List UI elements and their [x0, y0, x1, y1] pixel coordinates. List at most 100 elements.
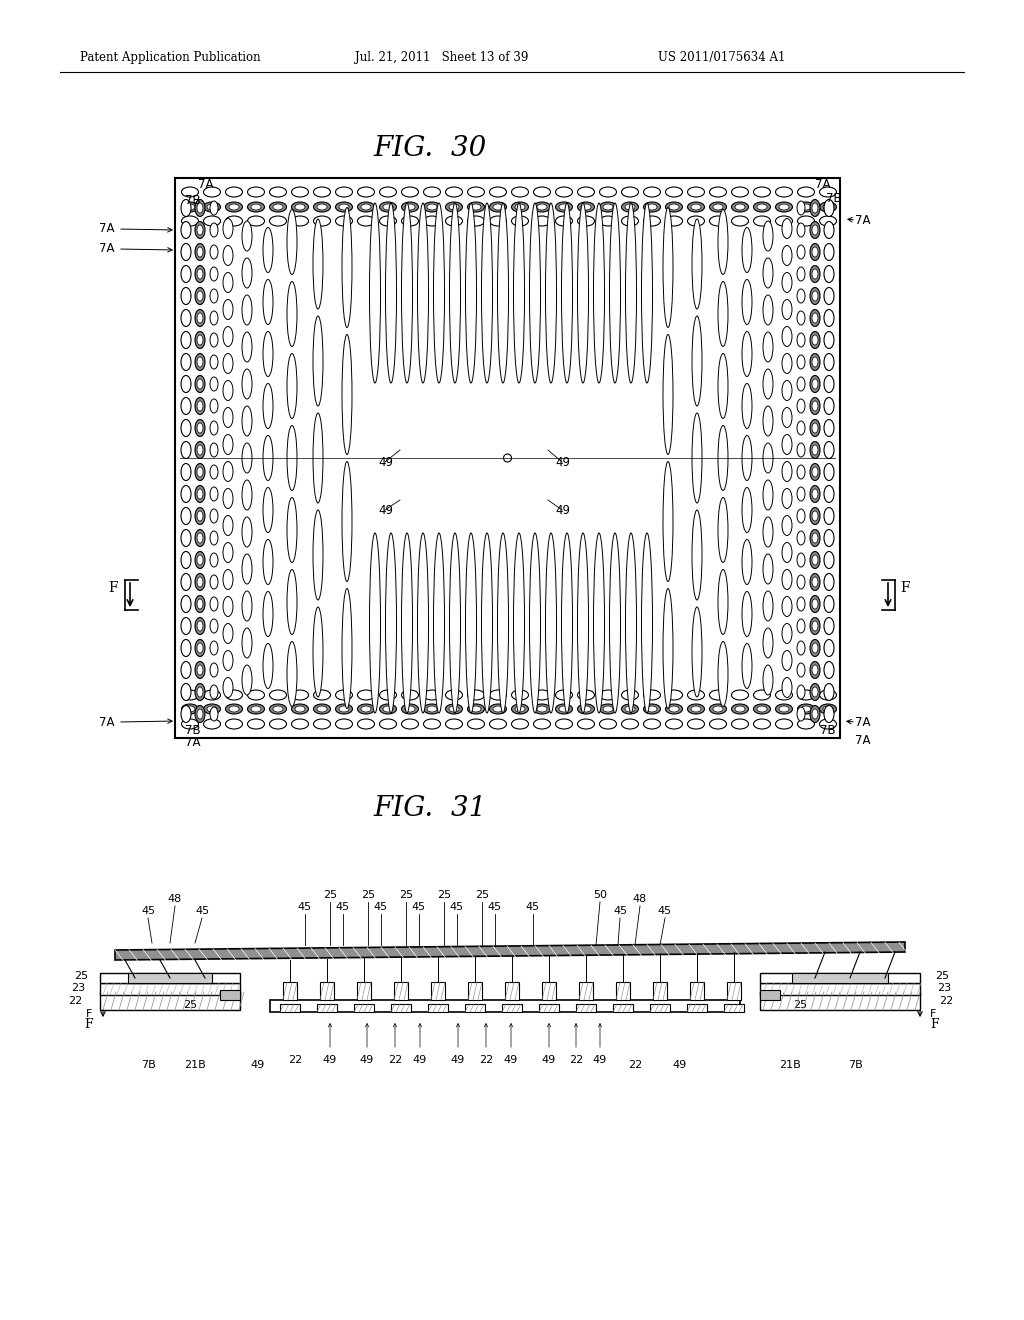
Bar: [687, 1005, 707, 1012]
Bar: [542, 982, 556, 1001]
Ellipse shape: [223, 354, 233, 374]
Ellipse shape: [489, 690, 507, 700]
Ellipse shape: [313, 216, 331, 226]
Bar: [394, 982, 408, 1001]
Text: FIG.  31: FIG. 31: [374, 795, 486, 821]
Ellipse shape: [782, 651, 792, 671]
Bar: [616, 982, 630, 1001]
Bar: [653, 982, 667, 1001]
Ellipse shape: [195, 243, 205, 260]
Ellipse shape: [824, 705, 834, 722]
Ellipse shape: [242, 554, 252, 583]
Text: 25: 25: [475, 890, 489, 900]
Ellipse shape: [427, 205, 437, 210]
Ellipse shape: [710, 719, 726, 729]
Ellipse shape: [718, 354, 728, 418]
Ellipse shape: [718, 425, 728, 491]
Text: 23: 23: [71, 983, 85, 993]
Ellipse shape: [647, 706, 657, 711]
Ellipse shape: [534, 216, 551, 226]
Ellipse shape: [313, 413, 323, 503]
Ellipse shape: [812, 379, 818, 389]
Text: US 2011/0175634 A1: US 2011/0175634 A1: [658, 51, 785, 65]
Ellipse shape: [357, 202, 375, 213]
Ellipse shape: [824, 463, 834, 480]
Ellipse shape: [797, 531, 805, 545]
Ellipse shape: [489, 187, 507, 197]
Text: 45: 45: [488, 902, 502, 912]
Text: 45: 45: [141, 906, 155, 916]
Ellipse shape: [197, 401, 203, 411]
Ellipse shape: [754, 216, 770, 226]
Ellipse shape: [339, 205, 349, 210]
Ellipse shape: [798, 704, 814, 714]
Ellipse shape: [406, 205, 415, 210]
Text: 49: 49: [359, 1055, 374, 1065]
Ellipse shape: [418, 203, 428, 383]
Ellipse shape: [763, 370, 773, 399]
Ellipse shape: [225, 704, 243, 714]
Ellipse shape: [292, 719, 308, 729]
Ellipse shape: [757, 706, 767, 711]
Ellipse shape: [641, 203, 652, 383]
Ellipse shape: [810, 684, 820, 701]
Bar: [175, 178, 840, 738]
Ellipse shape: [223, 246, 233, 265]
Ellipse shape: [537, 706, 547, 711]
Ellipse shape: [204, 719, 220, 729]
Ellipse shape: [754, 187, 770, 197]
Ellipse shape: [782, 462, 792, 482]
Ellipse shape: [710, 704, 726, 714]
Ellipse shape: [823, 706, 833, 711]
Text: 49: 49: [451, 1055, 465, 1065]
Ellipse shape: [647, 205, 657, 210]
Ellipse shape: [718, 281, 728, 346]
Ellipse shape: [195, 507, 205, 524]
Ellipse shape: [449, 205, 459, 210]
Ellipse shape: [810, 595, 820, 612]
Ellipse shape: [263, 644, 273, 689]
Ellipse shape: [263, 436, 273, 480]
Ellipse shape: [763, 333, 773, 362]
Ellipse shape: [643, 704, 660, 714]
Ellipse shape: [251, 205, 261, 210]
Ellipse shape: [812, 269, 818, 279]
Ellipse shape: [797, 201, 805, 215]
Ellipse shape: [195, 354, 205, 371]
Ellipse shape: [195, 331, 205, 348]
Ellipse shape: [181, 463, 191, 480]
Ellipse shape: [336, 216, 352, 226]
Bar: [428, 1005, 449, 1012]
Ellipse shape: [292, 704, 308, 714]
Ellipse shape: [797, 487, 805, 502]
Ellipse shape: [336, 202, 352, 213]
Ellipse shape: [210, 333, 218, 347]
Ellipse shape: [513, 203, 524, 383]
Bar: [502, 1005, 522, 1012]
Text: 49: 49: [555, 503, 570, 516]
Ellipse shape: [578, 690, 595, 700]
Ellipse shape: [824, 618, 834, 635]
Ellipse shape: [248, 202, 264, 213]
Ellipse shape: [223, 326, 233, 346]
Ellipse shape: [380, 202, 396, 213]
Text: F: F: [86, 1008, 92, 1019]
Ellipse shape: [692, 607, 702, 697]
Ellipse shape: [269, 216, 287, 226]
Ellipse shape: [819, 719, 837, 729]
Ellipse shape: [534, 202, 551, 213]
Ellipse shape: [692, 413, 702, 503]
Ellipse shape: [225, 216, 243, 226]
Ellipse shape: [248, 704, 264, 714]
Ellipse shape: [782, 543, 792, 562]
Ellipse shape: [181, 529, 191, 546]
Ellipse shape: [555, 704, 572, 714]
Ellipse shape: [798, 719, 814, 729]
Ellipse shape: [555, 216, 572, 226]
Ellipse shape: [225, 187, 243, 197]
Ellipse shape: [361, 706, 371, 711]
Ellipse shape: [824, 331, 834, 348]
Ellipse shape: [181, 243, 191, 260]
Ellipse shape: [798, 187, 814, 197]
Text: 7B: 7B: [185, 194, 201, 206]
